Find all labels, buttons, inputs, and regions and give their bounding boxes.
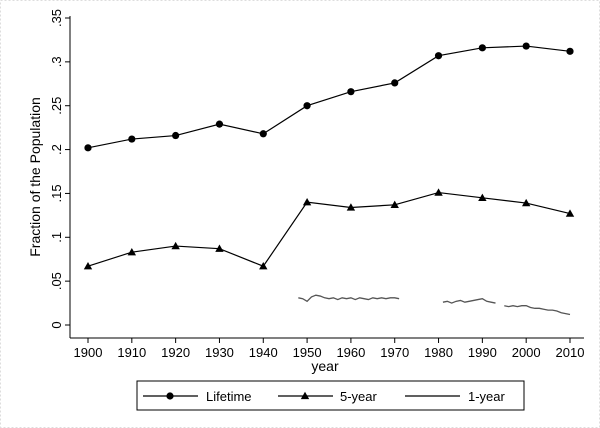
x-tick-label: 2000 [512,345,541,360]
legend-label-1-year: 1-year [468,389,506,404]
data-point-5-year [521,198,531,207]
y-tick-label: .35 [49,9,64,27]
series-line-1-year [442,297,496,304]
data-point-5-year [259,262,268,270]
series-line-1-year [298,294,400,303]
x-tick-label: 1900 [74,345,103,360]
axes: 0 .05 .1 .15 .2 .25 .3 .35 1900 1910 1920 1930 1940… [49,9,584,360]
series-line-lifetime [87,45,571,149]
y-tick-label: .3 [49,56,64,67]
data-point-5-year [127,247,137,256]
data-point-lifetime [172,131,180,140]
data-point-lifetime [128,135,136,143]
data-point-lifetime [215,120,224,128]
legend-item-1-year: 1-year [405,389,506,404]
data-point-5-year [478,193,487,201]
legend-marker-5-year [300,391,310,400]
data-point-lifetime [391,79,399,87]
x-tick-label: 1960 [336,345,365,360]
series-5-year [83,188,575,270]
series-lifetime [84,42,574,152]
data-point-5-year [346,203,356,211]
data-point-5-year [434,188,443,196]
data-point-lifetime [259,130,267,138]
data-point-lifetime [522,42,530,50]
legend: Lifetime 5-year 1-year [136,380,525,411]
data-point-5-year [215,244,224,252]
x-tick-label: 1990 [468,345,497,360]
legend-label-5-year: 5-year [340,389,378,404]
data-point-5-year [83,262,93,270]
data-point-5-year [565,209,575,217]
data-point-lifetime [566,47,574,55]
data-point-lifetime [434,52,443,60]
data-point-lifetime [84,144,92,152]
y-tick-label: 0 [49,321,64,328]
legend-marker-lifetime [166,392,174,400]
y-tick-label: .1 [49,232,64,243]
x-tick-label: 1970 [380,345,409,360]
y-tick-label: .25 [49,97,64,115]
plot-series [83,42,575,316]
data-point-lifetime [478,44,486,52]
data-point-5-year [302,198,312,206]
series-line-1-year [504,305,571,316]
y-axis-ticks: 0 .05 .1 .15 .2 .25 .3 .35 [49,9,70,329]
x-tick-label: 1980 [424,345,453,360]
legend-label-lifetime: Lifetime [206,389,252,404]
x-tick-label: 1940 [249,345,278,360]
y-axis-title: Fraction of the Population [27,97,43,257]
x-tick-label: 1910 [117,345,146,360]
y-tick-label: .15 [49,184,64,202]
x-axis-ticks: 1900 1910 1920 1930 1940 1950 1960 1970 1980 1990… [74,338,585,360]
data-point-5-year [390,200,399,208]
data-point-5-year [171,241,180,250]
x-tick-label: 2010 [556,345,585,360]
legend-items: Lifetime 5-year 1-year [143,389,506,404]
series-1-year [298,294,571,316]
series-line-5-year [87,191,571,267]
x-axis-title: year [311,358,339,374]
x-tick-label: 1930 [205,345,234,360]
data-point-lifetime [347,88,355,96]
legend-item-5-year: 5-year [278,389,378,404]
y-tick-label: .05 [49,272,64,290]
x-tick-label: 1920 [161,345,190,360]
legend-item-lifetime: Lifetime [143,389,252,404]
data-point-lifetime [303,102,311,110]
y-tick-label: .2 [49,144,64,155]
x-tick-label: 1950 [293,345,322,360]
